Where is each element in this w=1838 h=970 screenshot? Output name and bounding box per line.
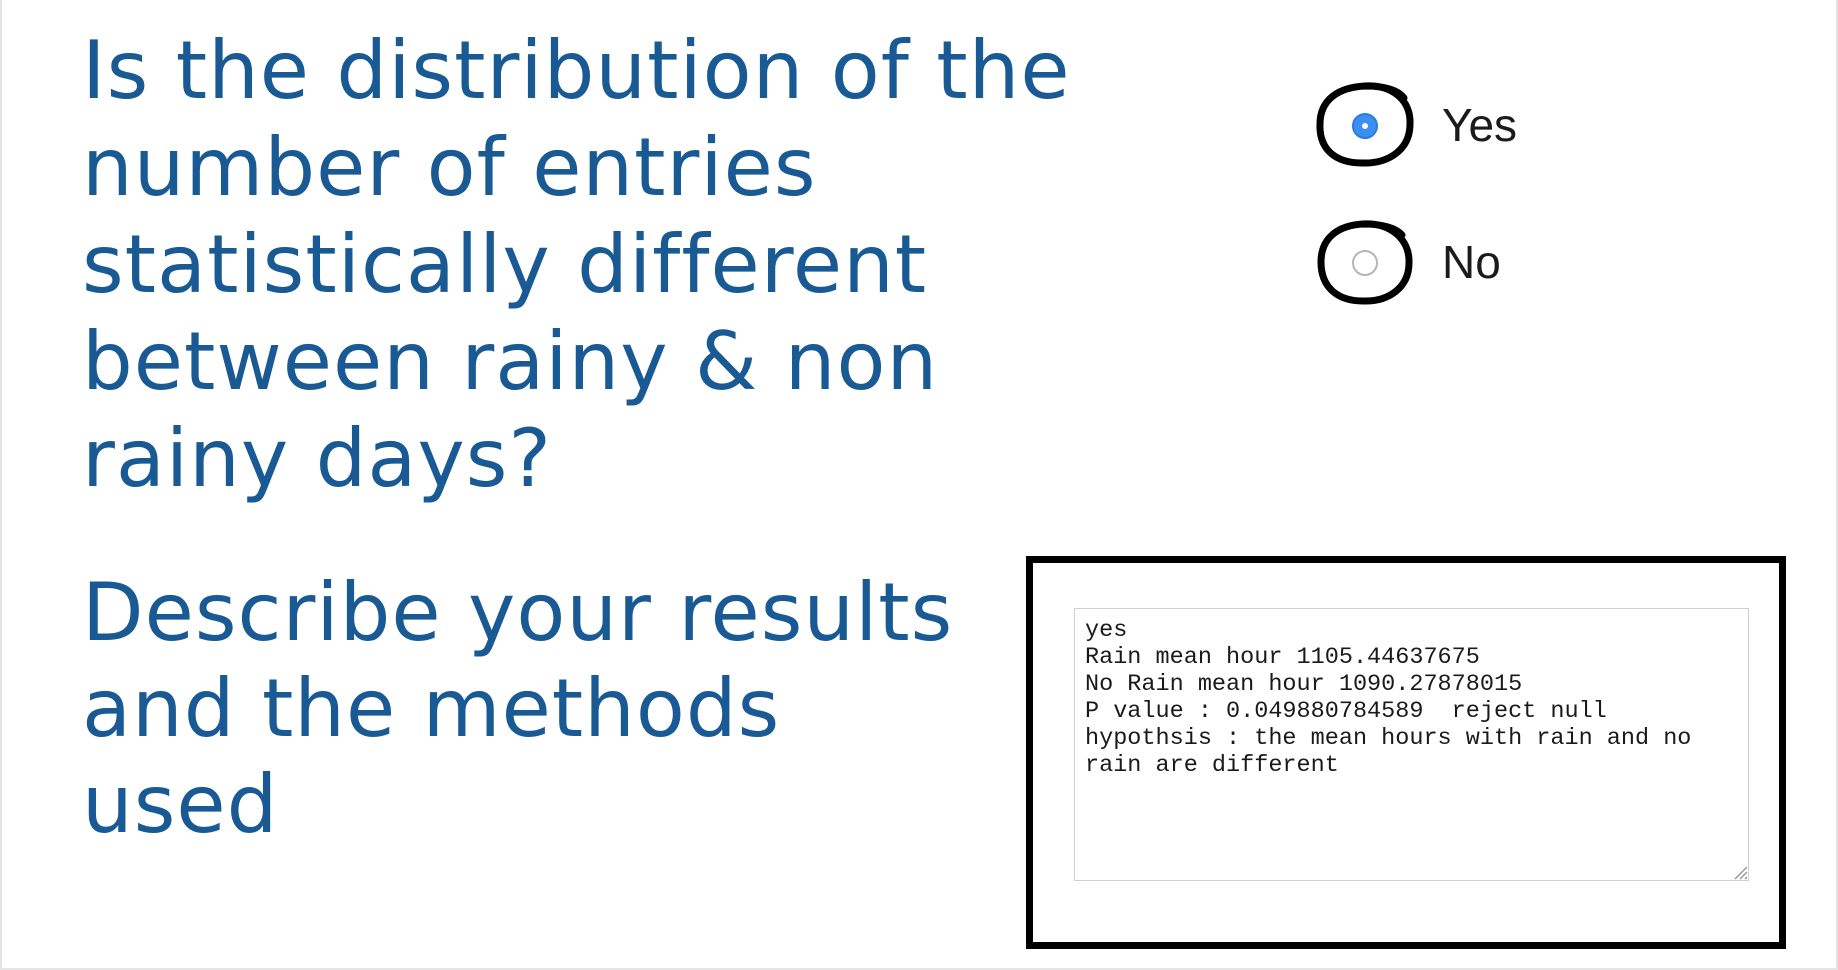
- radio-dot-selected[interactable]: [1352, 113, 1378, 139]
- radio-no[interactable]: [1314, 217, 1416, 307]
- radio-yes[interactable]: [1314, 80, 1416, 170]
- hand-drawn-circle-icon: [1317, 220, 1413, 305]
- describe-heading: Describe your results and the methods us…: [82, 566, 954, 851]
- radio-option-no[interactable]: No: [1314, 217, 1501, 307]
- answer-annotation-box: yes Rain mean hour 1105.44637675 No Rain…: [1026, 556, 1786, 949]
- option-yes-label: Yes: [1442, 99, 1518, 151]
- option-no-label: No: [1442, 236, 1501, 288]
- radio-option-yes[interactable]: Yes: [1314, 80, 1517, 170]
- resize-grip-icon[interactable]: [1731, 863, 1749, 881]
- answer-textarea[interactable]: yes Rain mean hour 1105.44637675 No Rain…: [1074, 608, 1749, 881]
- hand-drawn-circle-icon: [1316, 82, 1414, 167]
- question-heading: Is the distribution of the number of ent…: [82, 24, 1071, 505]
- radio-dot-unselected[interactable]: [1352, 250, 1378, 276]
